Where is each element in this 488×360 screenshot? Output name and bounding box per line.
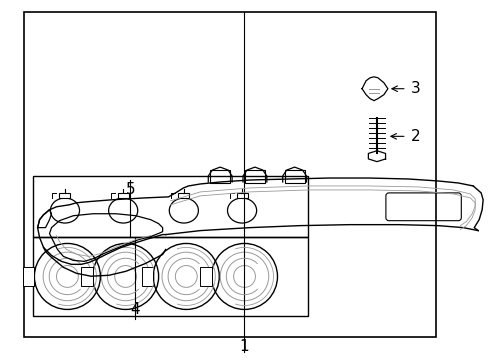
Bar	[118, 193, 128, 198]
Text: 4: 4	[130, 302, 140, 317]
Bar	[24, 12, 435, 337]
Bar	[33, 237, 307, 316]
Bar	[244, 170, 264, 183]
Bar	[33, 176, 307, 237]
Bar	[142, 267, 153, 285]
Bar	[178, 193, 189, 198]
Bar	[210, 170, 230, 183]
Bar	[60, 193, 70, 198]
Bar	[81, 267, 92, 285]
Text: 1: 1	[239, 339, 249, 354]
Text: 2: 2	[410, 129, 420, 144]
Bar	[284, 170, 304, 183]
Bar	[23, 267, 34, 285]
Text: 5: 5	[125, 182, 135, 197]
Text: 3: 3	[410, 81, 420, 96]
Bar	[200, 267, 211, 285]
Bar	[236, 193, 247, 198]
